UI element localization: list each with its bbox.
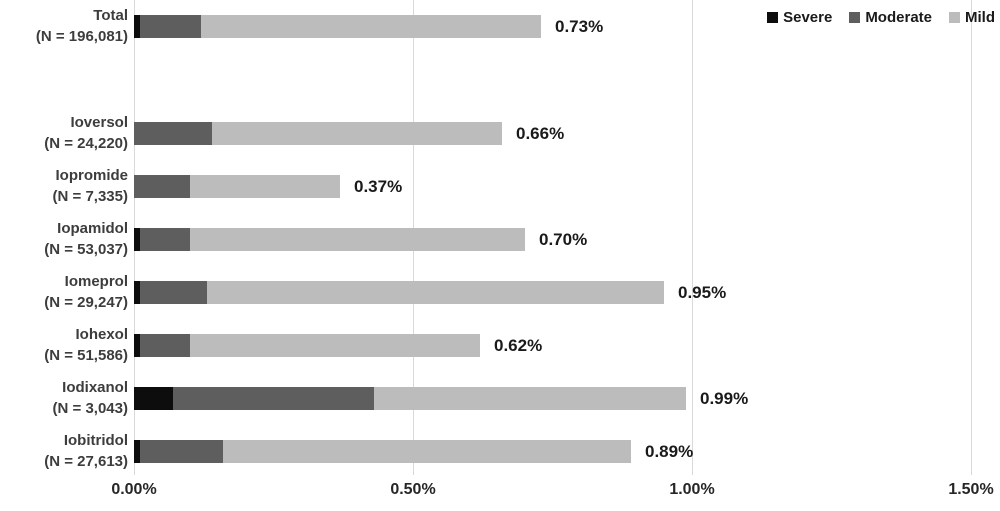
- category-n-count: (N = 29,247): [44, 294, 128, 311]
- bar-total-label: 0.99%: [700, 389, 749, 408]
- legend-label: Severe: [783, 9, 833, 26]
- legend-item-mild: Mild: [949, 9, 995, 26]
- category-n-count: (N = 196,081): [35, 28, 128, 45]
- bar-segment-severe: [134, 228, 140, 251]
- bar-segment-severe: [134, 387, 174, 410]
- category-n-count: (N = 53,037): [44, 241, 128, 258]
- bar-segment-mild: [189, 334, 480, 357]
- bar-total-label: 0.95%: [678, 283, 727, 302]
- bar-segment-mild: [206, 281, 665, 304]
- category-label: Iodixanol (N = 3,043): [0, 377, 128, 419]
- legend-item-moderate: Moderate: [849, 9, 932, 26]
- category-n-count: (N = 24,220): [44, 135, 128, 152]
- bar-segment-severe: [134, 15, 140, 38]
- bar-segment-severe: [134, 334, 140, 357]
- category-label: Iohexol (N = 51,586): [0, 324, 128, 366]
- x-axis-tick-label: 0.50%: [390, 481, 436, 498]
- category-label: Iomeprol (N = 29,247): [0, 271, 128, 313]
- bar-segment-moderate: [139, 440, 224, 463]
- bar-total-label: 0.73%: [555, 17, 604, 36]
- bar-segment-moderate: [139, 228, 190, 251]
- category-name: Iohexol: [75, 326, 128, 343]
- legend-label: Moderate: [865, 9, 932, 26]
- bar-segment-severe: [134, 281, 140, 304]
- bar-total-label: 0.37%: [354, 177, 403, 196]
- legend-swatch-icon: [849, 12, 861, 23]
- category-n-count: (N = 51,586): [44, 347, 128, 364]
- category-label: Iopromide (N = 7,335): [0, 165, 128, 207]
- category-label: Iopamidol (N = 53,037): [0, 218, 128, 260]
- category-name: Iodixanol: [62, 379, 128, 396]
- x-axis-tick-label: 1.50%: [948, 481, 994, 498]
- bar-segment-moderate: [134, 175, 190, 198]
- bar-segment-moderate: [139, 281, 207, 304]
- category-name: Total: [93, 7, 128, 24]
- category-n-count: (N = 7,335): [52, 188, 128, 205]
- bar-segment-moderate: [139, 15, 201, 38]
- legend-swatch-icon: [767, 12, 779, 23]
- legend-label: Mild: [965, 9, 995, 26]
- legend-item-severe: Severe: [767, 9, 832, 26]
- bar-segment-mild: [201, 15, 542, 38]
- bar-segment-severe: [134, 440, 140, 463]
- bar-total-label: 0.70%: [539, 230, 588, 249]
- category-name: Iopromide: [55, 167, 128, 184]
- bar-segment-moderate: [134, 122, 213, 145]
- bar-total-label: 0.89%: [645, 442, 694, 461]
- category-name: Iobitridol: [63, 432, 128, 449]
- category-label: Total (N = 196,081): [0, 5, 128, 47]
- bar-segment-moderate: [139, 334, 190, 357]
- bar-segment-mild: [189, 175, 341, 198]
- bar-segment-mild: [189, 228, 525, 251]
- category-label: Iobitridol (N = 27,613): [0, 430, 128, 472]
- x-axis-tick-label: 1.00%: [669, 481, 715, 498]
- category-n-count: (N = 27,613): [44, 453, 128, 470]
- category-label: Ioversol (N = 24,220): [0, 112, 128, 154]
- bar-segment-moderate: [173, 387, 374, 410]
- bar-segment-mild: [373, 387, 687, 410]
- gridline-1.5: [971, 0, 972, 475]
- x-axis-tick-label: 0.00%: [111, 481, 157, 498]
- category-name: Ioversol: [70, 114, 128, 131]
- legend: Severe Moderate Mild: [767, 9, 995, 26]
- bar-segment-mild: [212, 122, 503, 145]
- bar-segment-mild: [223, 440, 631, 463]
- category-n-count: (N = 3,043): [52, 400, 128, 417]
- bar-total-label: 0.62%: [494, 336, 543, 355]
- category-name: Iomeprol: [64, 273, 128, 290]
- category-name: Iopamidol: [57, 220, 128, 237]
- bar-total-label: 0.66%: [516, 124, 565, 143]
- legend-swatch-icon: [949, 12, 960, 23]
- gridline-1: [692, 0, 693, 475]
